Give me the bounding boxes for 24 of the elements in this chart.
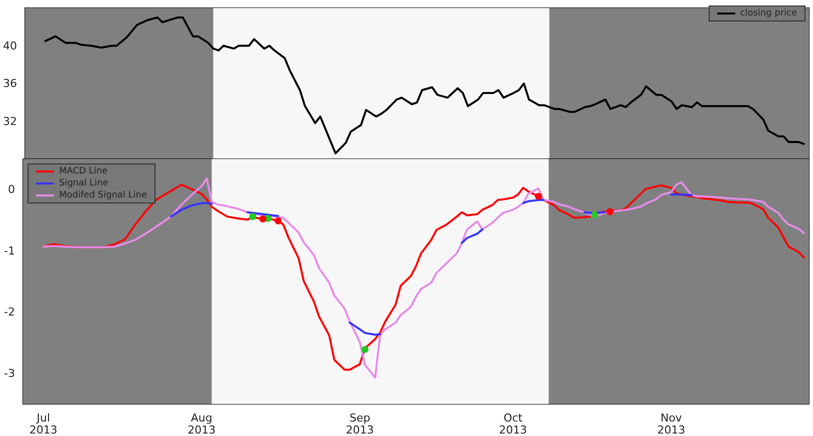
y-tick-label: -1 [4,244,15,258]
point [361,346,368,353]
y-tick-label: 36 [2,77,17,90]
x-tick-label: Jul 2013 [29,412,58,436]
point [606,208,614,216]
legend-label: closing price [740,8,798,18]
y-tick-label: -2 [4,306,15,319]
x-tick-label: Oct 2013 [498,412,527,436]
x-tick-label: Aug 2013 [188,412,216,436]
y-tick-label: 32 [2,114,17,128]
legend-label: Signal Line [59,178,109,188]
legend-label: Modifed Signal Line [59,190,148,200]
x-tick-label: Sep 2013 [346,412,374,436]
point [591,211,598,218]
y-tick-label: 40 [2,39,17,52]
legend-label: MACD Line [59,166,108,176]
y-tick-label: 0 [8,183,15,196]
y-tick-label: -3 [4,366,15,380]
point [249,213,256,220]
x-tick-label: Nov 2013 [657,412,686,436]
point [259,216,266,223]
point [274,217,282,224]
point [535,192,542,200]
line-series [44,16,805,154]
